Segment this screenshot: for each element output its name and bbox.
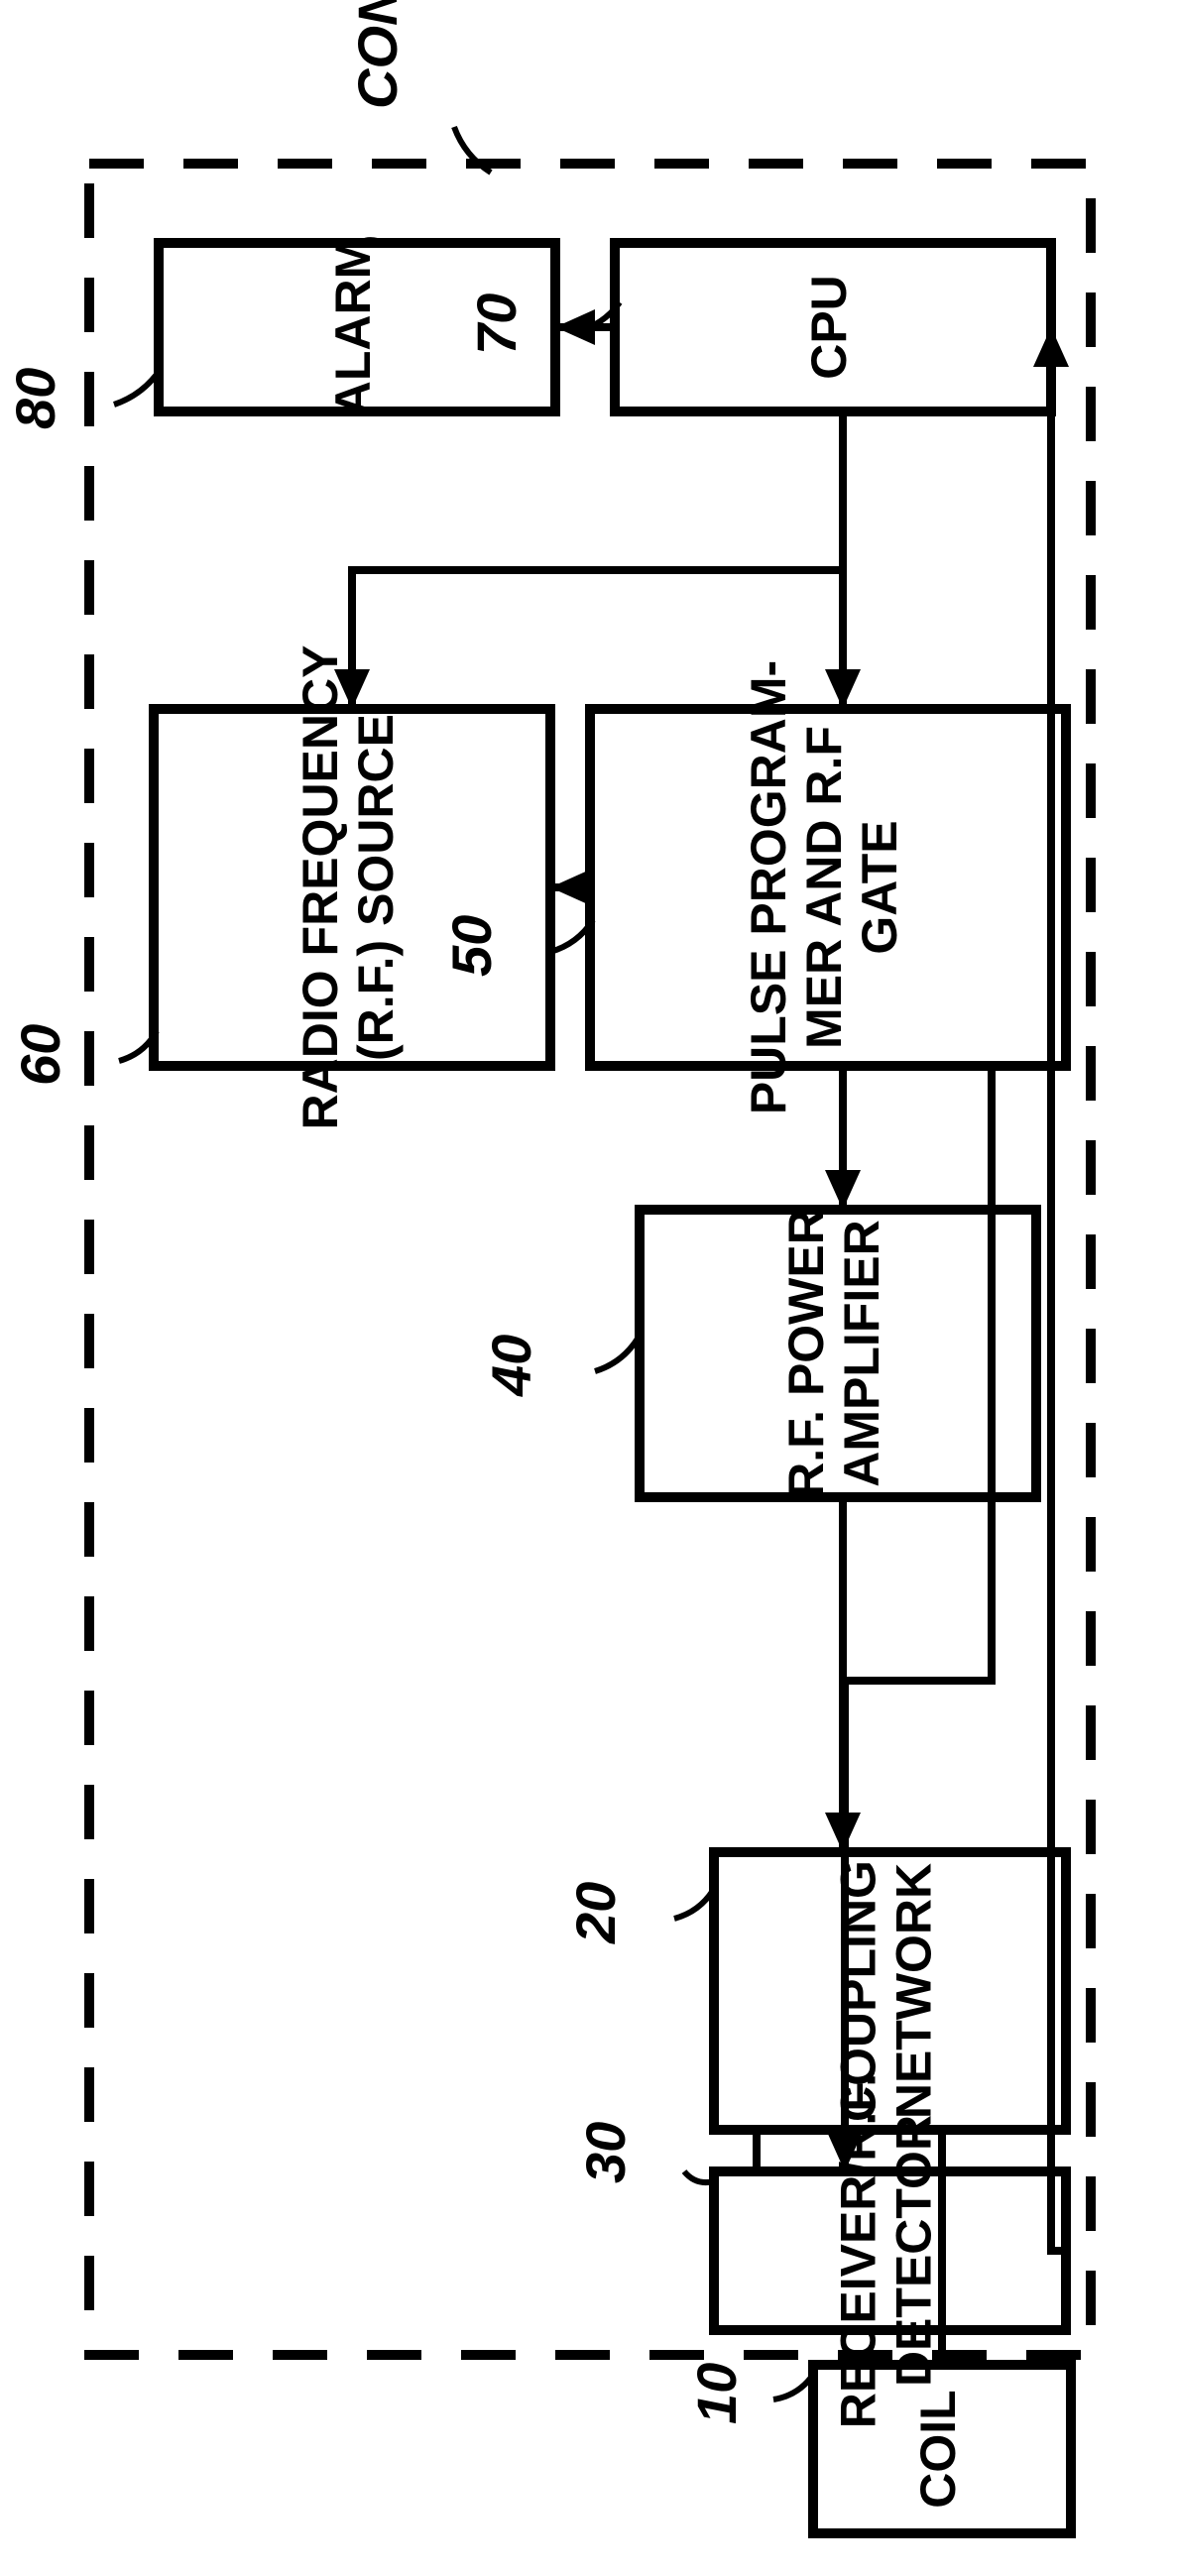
coupling-label-line-1: NETWORK [886, 1863, 942, 2119]
coupling-leader [674, 1889, 714, 1919]
arrowhead [550, 870, 590, 905]
alarm-ref-number: 80 [4, 368, 66, 429]
cpu-ref-number: 70 [465, 293, 528, 355]
rfsource-label-line-0: RADIO FREQUENCY [293, 645, 348, 1130]
rfsource-label-line-1: (R.F.) SOURCE [348, 714, 404, 1061]
alarm-leader [114, 369, 161, 405]
block-diagram: CONSOLE100COILCOUPLINGNETWORKRECEIVER/R.… [0, 0, 1177, 2576]
arrowhead [825, 669, 861, 709]
receiver-label-line-0: RECEIVER/R.F. [831, 2073, 886, 2428]
cpu-label-line-0: CPU [801, 275, 857, 380]
rfsource-ref-number: 60 [9, 1024, 71, 1086]
pulse-label-line-0: PULSE PROGRAM- [741, 660, 796, 1114]
console-label: CONSOLE [346, 0, 409, 109]
amplifier-leader [595, 1339, 638, 1371]
amplifier-label-line-0: R.F. POWER [778, 1209, 834, 1498]
coil-leader [773, 2375, 813, 2400]
arrowhead [825, 1170, 861, 1210]
coil-ref-number: 10 [685, 2363, 748, 2424]
amplifier-label-line-1: AMPLIFIER [834, 1220, 889, 1486]
pulse-label-line-1: MER AND R.F [796, 726, 852, 1049]
receiver-ref-number: 30 [574, 2122, 637, 2183]
arrowhead [555, 309, 595, 345]
amplifier-ref-number: 40 [480, 1335, 542, 1397]
coil-label-line-0: COIL [910, 2390, 966, 2508]
pulse-label-line-2: GATE [852, 820, 907, 954]
receiver-label-line-1: DETECTOR [886, 2115, 942, 2387]
pulse-ref-number: 50 [440, 915, 503, 977]
alarm-label-line-0: ALARM [325, 238, 381, 417]
coupling-ref-number: 20 [564, 1882, 627, 1944]
